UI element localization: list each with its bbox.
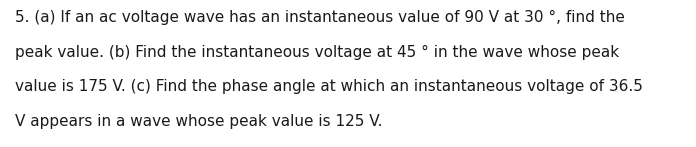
Text: 5. (a) If an ac voltage wave has an instantaneous value of 90 V at 30 °, find th: 5. (a) If an ac voltage wave has an inst… xyxy=(15,10,625,25)
Text: value is 175 V. (c) Find the phase angle at which an instantaneous voltage of 36: value is 175 V. (c) Find the phase angle… xyxy=(15,79,643,94)
Text: peak value. (b) Find the instantaneous voltage at 45 ° in the wave whose peak: peak value. (b) Find the instantaneous v… xyxy=(15,45,619,60)
Text: V appears in a wave whose peak value is 125 V.: V appears in a wave whose peak value is … xyxy=(15,114,383,129)
